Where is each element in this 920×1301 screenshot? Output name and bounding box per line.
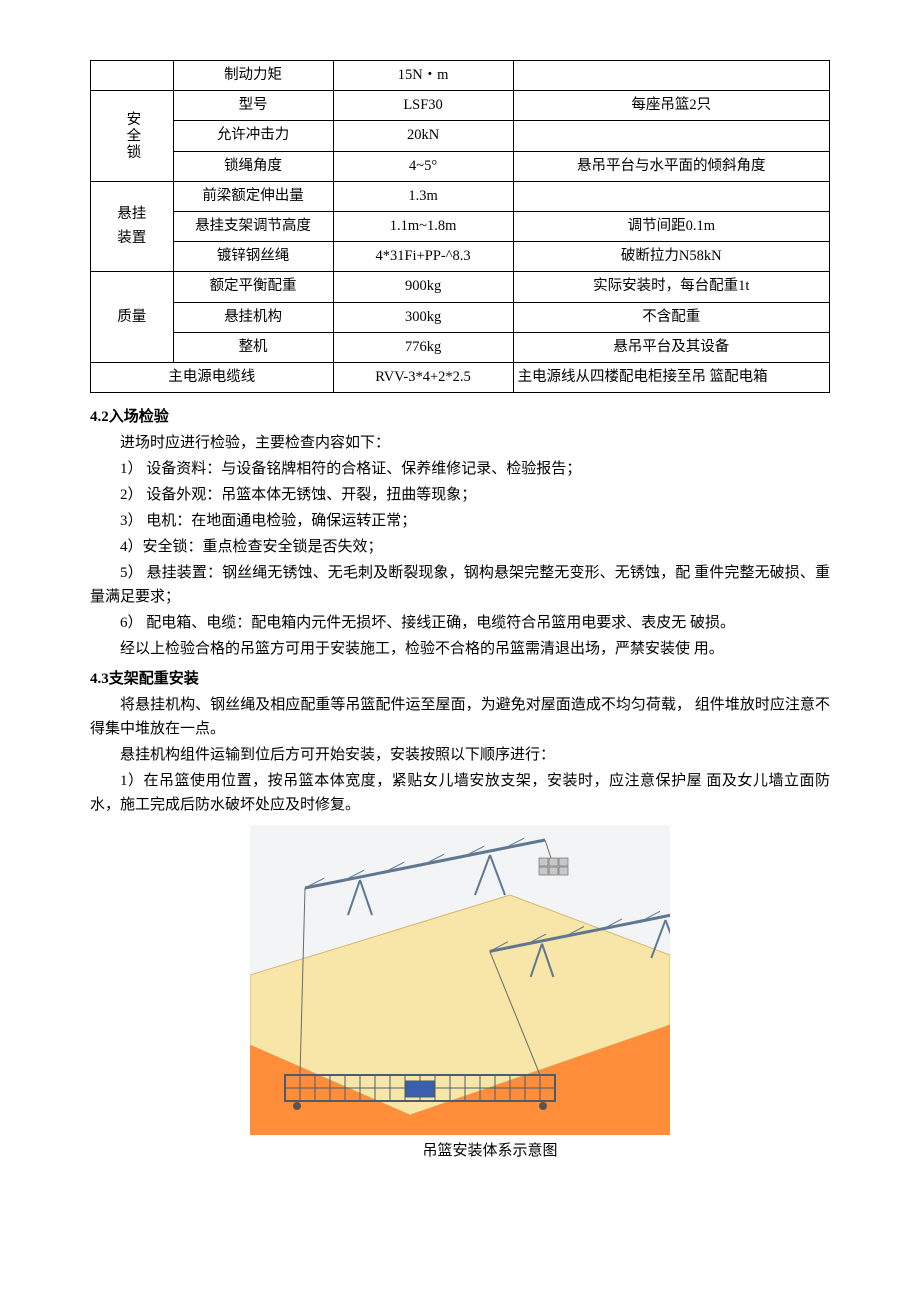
table-param-note: 悬吊平台及其设备	[513, 332, 829, 362]
list-item: 2） 设备外观：吊篮本体无锈蚀、开裂，扭曲等现象；	[90, 483, 830, 507]
table-param-name: 悬挂机构	[173, 302, 333, 332]
table-param-note: 不含配重	[513, 302, 829, 332]
table-param-name: 镀锌钢丝绳	[173, 242, 333, 272]
table-param-value: 4*31Fi+PP-^8.3	[333, 242, 513, 272]
table-param-value: RVV-3*4+2*2.5	[333, 362, 513, 392]
table-group-cell	[91, 61, 174, 91]
table-param-note: 调节间距0.1m	[513, 211, 829, 241]
table-param-value: 15N・m	[333, 61, 513, 91]
table-param-note: 悬吊平台与水平面的倾斜角度	[513, 151, 829, 181]
table-param-name: 整机	[173, 332, 333, 362]
installation-diagram	[250, 825, 670, 1135]
table-param-note: 每座吊篮2只	[513, 91, 829, 121]
table-param-value: 20kN	[333, 121, 513, 151]
table-param-name: 锁绳角度	[173, 151, 333, 181]
paragraph: 1）在吊篮使用位置，按吊篮本体宽度，紧贴女儿墙安放支架，安装时，应注意保护屋 面…	[90, 769, 830, 817]
table-param-name: 悬挂支架调节高度	[173, 211, 333, 241]
table-param-note	[513, 61, 829, 91]
table-param-value: 4~5°	[333, 151, 513, 181]
table-param-note	[513, 181, 829, 211]
list-item: 6） 配电箱、电缆：配电箱内元件无损坏、接线正确，电缆符合吊篮用电要求、表皮无 …	[90, 611, 830, 635]
spec-table: 制动力矩15N・m 安全锁型号LSF30每座吊篮2只允许冲击力20kN锁绳角度4~…	[90, 60, 830, 393]
paragraph: 悬挂机构组件运输到位后方可开始安装，安装按照以下顺序进行：	[90, 743, 830, 767]
table-param-note: 实际安装时，每台配重1t	[513, 272, 829, 302]
table-param-note: 破断拉力N58kN	[513, 242, 829, 272]
table-param-value: 1.1m~1.8m	[333, 211, 513, 241]
table-param-value: LSF30	[333, 91, 513, 121]
table-param-value: 1.3m	[333, 181, 513, 211]
table-param-name: 型号	[173, 91, 333, 121]
table-group-cell: 安全锁	[91, 91, 174, 182]
heading-4-2: 4.2入场检验	[90, 405, 830, 429]
table-param-name: 前梁额定伸出量	[173, 181, 333, 211]
table-param-note	[513, 121, 829, 151]
paragraph: 将悬挂机构、钢丝绳及相应配重等吊篮配件运至屋面，为避免对屋面造成不均匀荷载， 组…	[90, 693, 830, 741]
table-param-name: 允许冲击力	[173, 121, 333, 151]
heading-4-3: 4.3支架配重安装	[90, 667, 830, 691]
table-param-name: 额定平衡配重	[173, 272, 333, 302]
s42-conclusion: 经以上检验合格的吊篮方可用于安装施工，检验不合格的吊篮需清退出场，严禁安装使 用…	[90, 637, 830, 661]
list-item: 5） 悬挂装置：钢丝绳无锈蚀、无毛刺及断裂现象，钢构悬架完整无变形、无锈蚀，配 …	[90, 561, 830, 609]
list-item: 3） 电机：在地面通电检验，确保运转正常；	[90, 509, 830, 533]
table-param-name: 主电源电缆线	[91, 362, 334, 392]
table-group-cell: 质量	[91, 272, 174, 363]
table-group-cell: 悬挂装置	[91, 181, 174, 272]
diagram-container	[250, 825, 670, 1135]
table-param-value: 776kg	[333, 332, 513, 362]
table-param-note: 主电源线从四楼配电柜接至吊 篮配电箱	[513, 362, 829, 392]
table-param-name: 制动力矩	[173, 61, 333, 91]
list-item: 4）安全锁：重点检查安全锁是否失效；	[90, 535, 830, 559]
table-param-value: 300kg	[333, 302, 513, 332]
table-param-value: 900kg	[333, 272, 513, 302]
list-item: 1） 设备资料：与设备铭牌相符的合格证、保养维修记录、检验报告；	[90, 457, 830, 481]
diagram-caption: 吊篮安装体系示意图	[150, 1139, 830, 1163]
s42-intro: 进场时应进行检验，主要检查内容如下：	[90, 431, 830, 455]
